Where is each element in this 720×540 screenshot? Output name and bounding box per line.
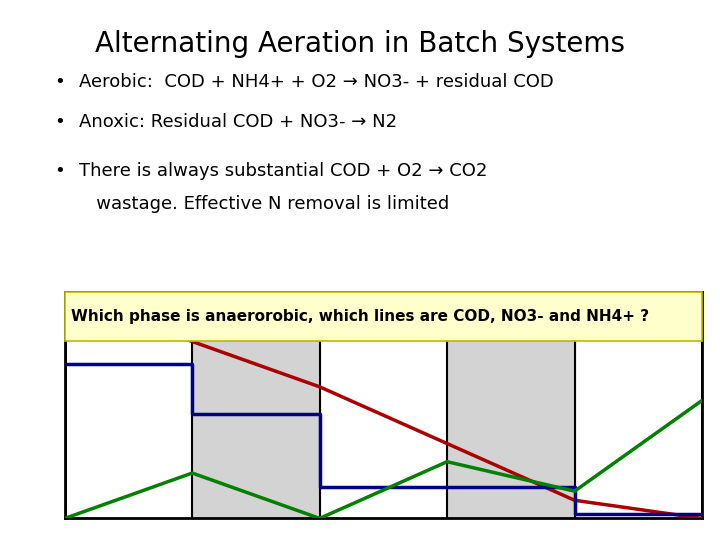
Bar bbox=[192, 292, 320, 518]
Text: •: • bbox=[54, 162, 65, 180]
Text: Alternating Aeration in Batch Systems: Alternating Aeration in Batch Systems bbox=[95, 30, 625, 58]
Text: Which phase is anaerorobic, which lines are COD, NO3- and NH4+ ?: Which phase is anaerorobic, which lines … bbox=[71, 309, 649, 324]
Text: wastage. Effective N removal is limited: wastage. Effective N removal is limited bbox=[79, 195, 449, 213]
Text: •: • bbox=[54, 73, 65, 91]
FancyBboxPatch shape bbox=[65, 292, 702, 341]
Text: •: • bbox=[54, 113, 65, 131]
Text: Aerobic:  COD + NH4+ + O2 → NO3- + residual COD: Aerobic: COD + NH4+ + O2 → NO3- + residu… bbox=[79, 73, 554, 91]
Text: Anoxic: Residual COD + NO3- → N2: Anoxic: Residual COD + NO3- → N2 bbox=[79, 113, 397, 131]
Text: There is always substantial COD + O2 → CO2: There is always substantial COD + O2 → C… bbox=[79, 162, 487, 180]
Bar bbox=[447, 292, 575, 518]
